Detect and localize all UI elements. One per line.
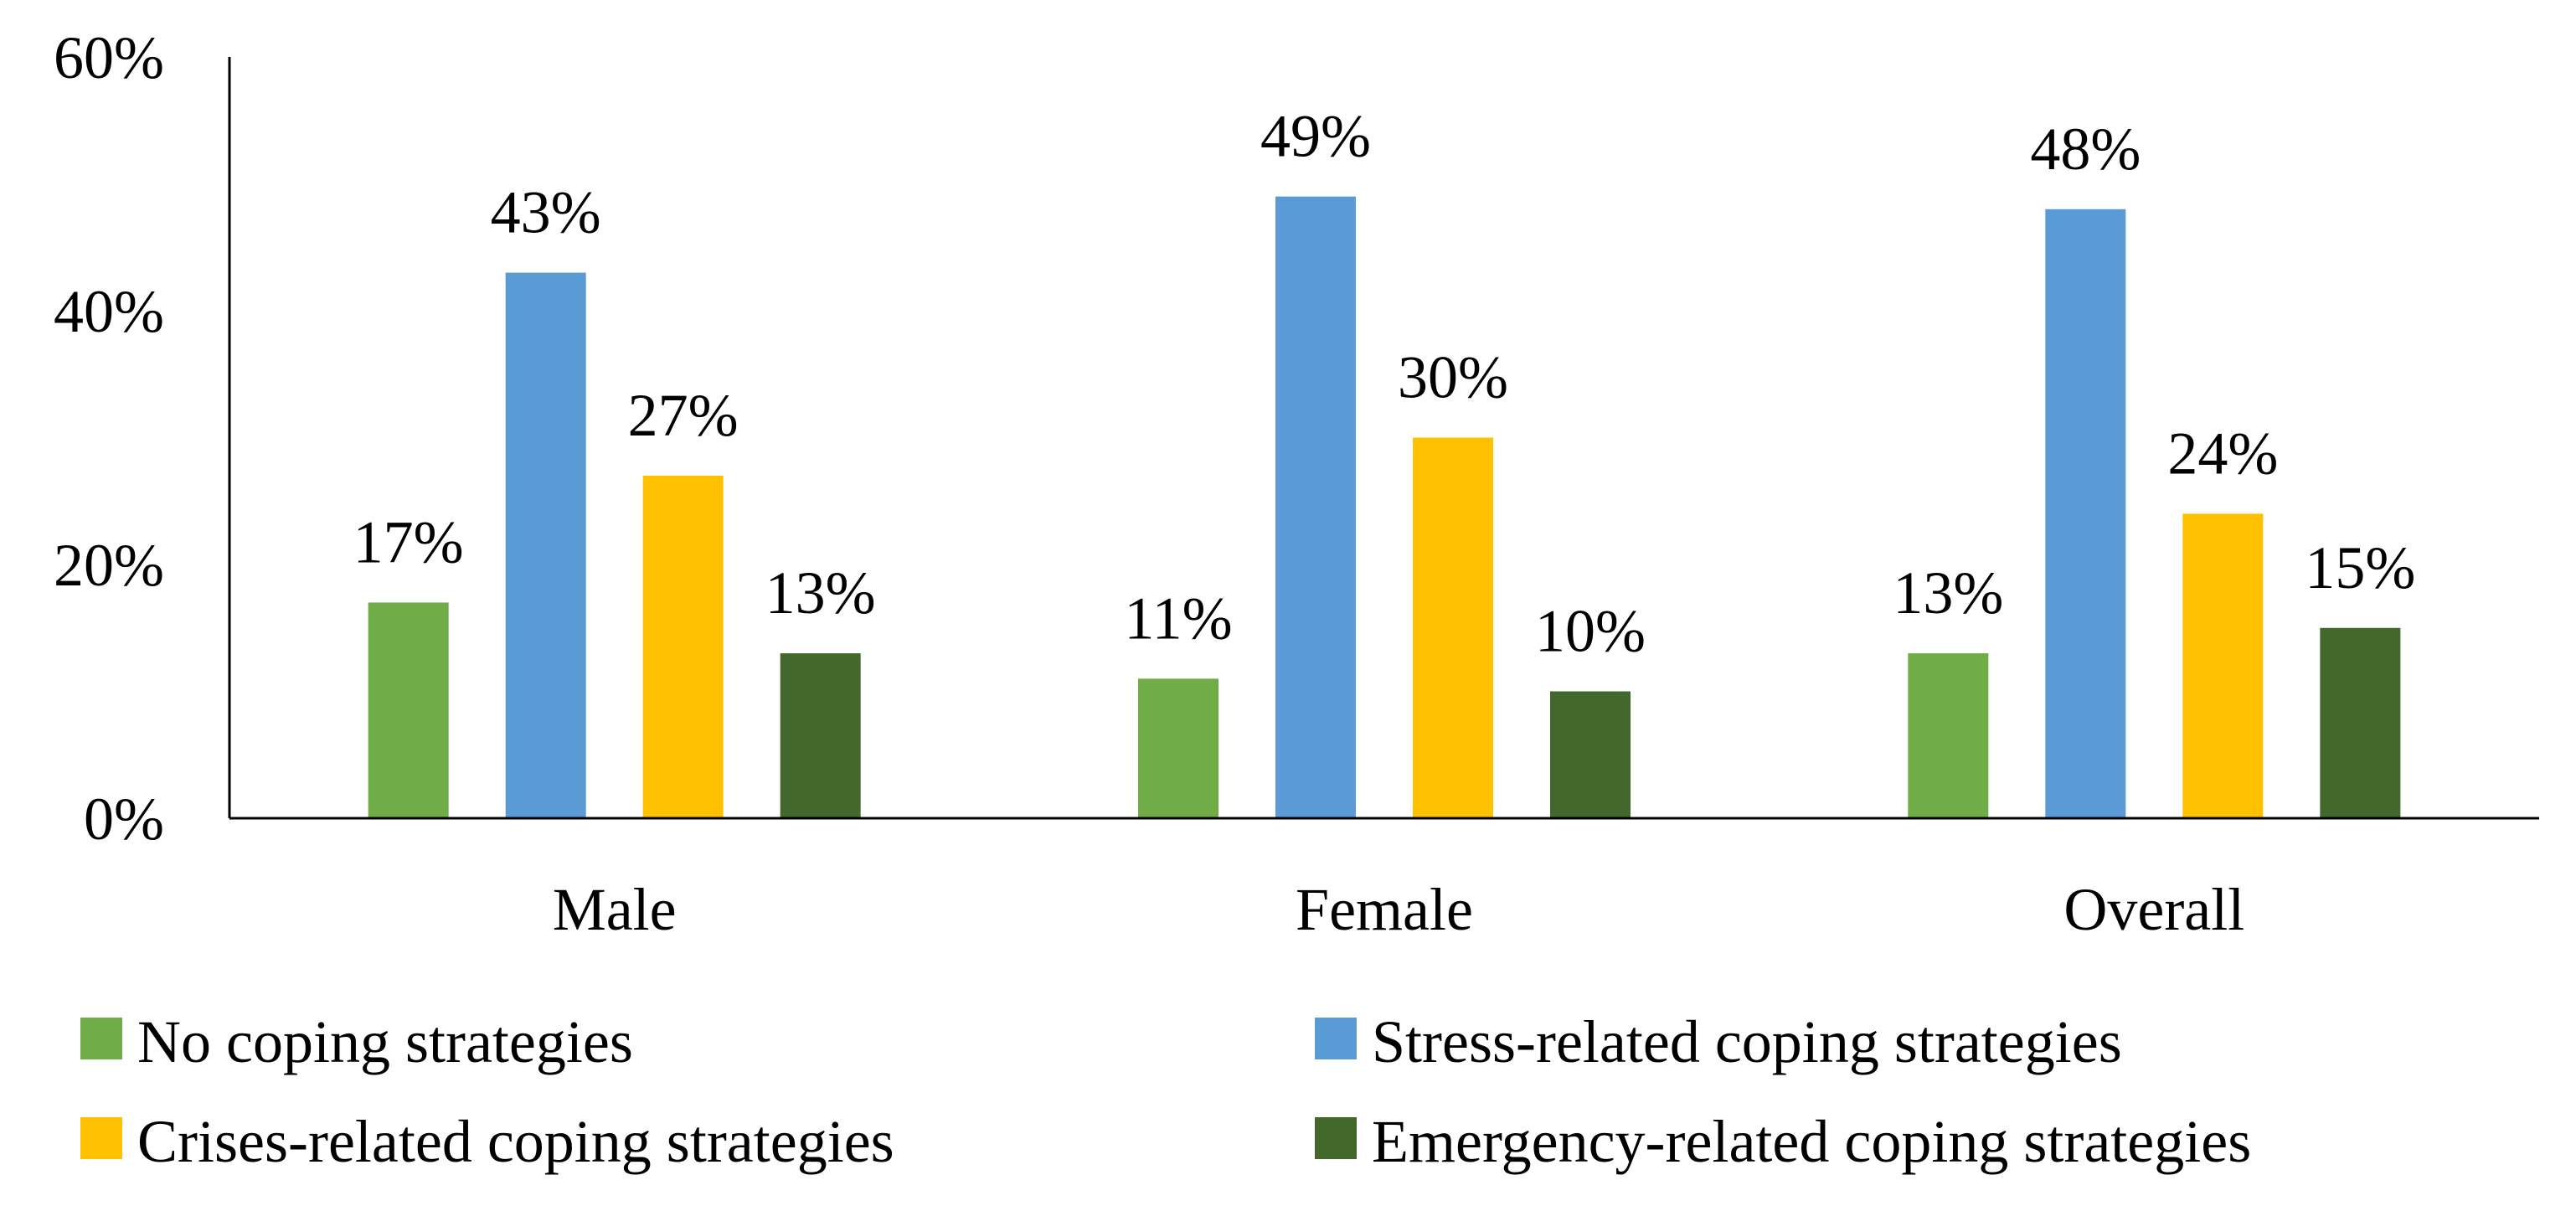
bar-female-series-1 [1138,678,1218,818]
data-label-female-series-2: 49% [1260,103,1371,170]
legend-label-series-3: Crises-related coping strategies [137,1108,894,1175]
legend-label-series-1: No coping strategies [137,1008,633,1075]
legend-swatch-series-2 [1315,1018,1357,1059]
legend-label-series-2: Stress-related coping strategies [1372,1008,2122,1075]
legend-label-series-4: Emergency-related coping strategies [1372,1108,2251,1175]
data-label-female-series-3: 30% [1398,344,1508,411]
data-label-overall-series-1: 13% [1893,559,2003,626]
legend-swatch-series-3 [80,1117,122,1159]
data-label-male-series-1: 17% [353,508,464,575]
data-label-male-series-2: 43% [491,179,601,246]
legend: No coping strategies Stress-related copin… [80,1008,2251,1175]
y-tick-label: 20% [54,532,164,599]
data-label-male-series-4: 13% [765,559,876,626]
bar-overall-series-1 [1908,653,1989,818]
data-label-female-series-4: 10% [1535,598,1646,665]
bar-female-series-3 [1413,437,1493,818]
category-label-male: Male [553,876,677,943]
bar-male-series-2 [505,272,586,818]
bars [368,196,2401,819]
data-labels: 17% 43% 27% 13% 11% 49% 30% 10% 13% 48% 24% 15% [353,103,2416,665]
legend-swatch-series-4 [1315,1117,1357,1159]
y-tick-label: 0% [84,786,164,853]
bar-male-series-1 [368,602,449,818]
category-label-female: Female [1296,876,1473,943]
y-tick-label: 40% [54,278,164,345]
data-label-female-series-1: 11% [1124,585,1232,652]
data-label-male-series-3: 27% [628,382,739,449]
legend-swatch-series-1 [80,1018,122,1059]
bar-male-series-3 [642,475,724,818]
y-tick-label: 60% [54,24,164,91]
data-label-overall-series-3: 24% [2167,420,2278,487]
y-axis-ticks: 0% 20% 40% 60% [54,24,164,853]
bar-overall-series-2 [2045,209,2126,819]
bar-male-series-4 [780,653,861,818]
category-label-overall: Overall [2063,876,2244,943]
bar-female-series-4 [1550,691,1631,818]
bar-overall-series-4 [2320,627,2401,818]
bar-female-series-2 [1275,196,1356,818]
x-axis-category-labels: Male Female Overall [553,876,2245,943]
bar-overall-series-3 [2182,513,2264,818]
data-label-overall-series-4: 15% [2305,534,2415,601]
data-label-overall-series-2: 48% [2030,116,2141,183]
